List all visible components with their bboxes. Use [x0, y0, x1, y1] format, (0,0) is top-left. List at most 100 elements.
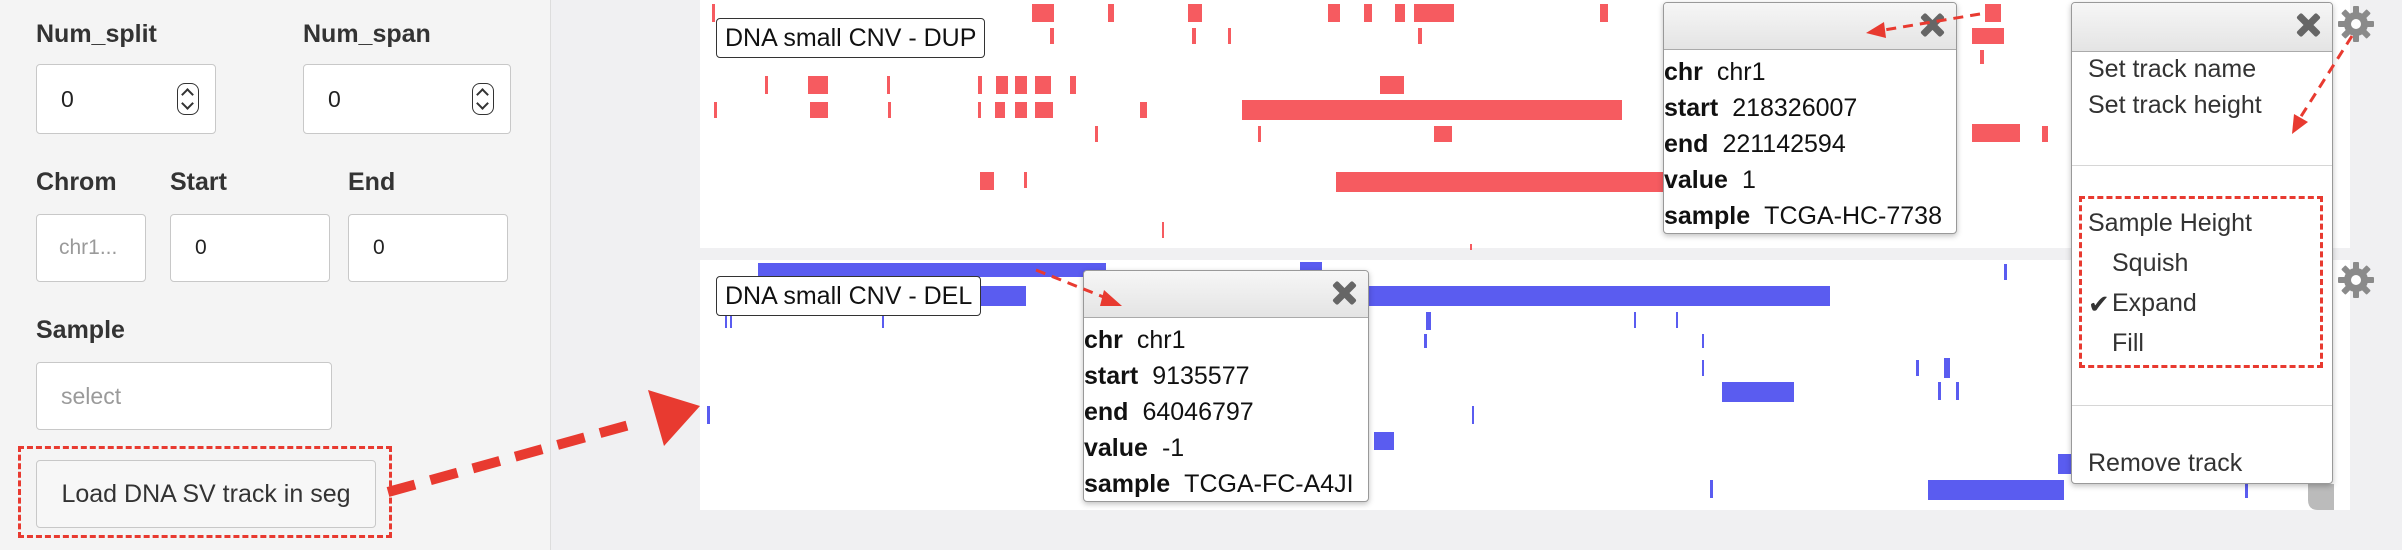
dup-segment [1050, 28, 1054, 44]
num-split-label: Num_split [36, 20, 157, 48]
popup-key: start [1084, 361, 1139, 390]
dup-segment [1015, 102, 1027, 118]
dup-segment [996, 76, 1008, 94]
sample-select[interactable]: select [36, 362, 332, 430]
popup-value: TCGA-HC-7738 [1764, 201, 1942, 230]
popup-key: value [1664, 165, 1728, 194]
popup-key: sample [1664, 201, 1751, 230]
close-icon[interactable] [2294, 11, 2322, 39]
close-icon[interactable] [1918, 11, 1946, 39]
popup-row-sample: sample TCGA-HC-7738 [1664, 198, 1956, 233]
spinner-arrows-icon[interactable] [472, 83, 494, 115]
popup-row-start: start 9135577 [1084, 358, 1368, 394]
menu-option-squish[interactable]: Squish [2112, 249, 2189, 277]
del-segment [1702, 360, 1704, 376]
del-segment [1938, 382, 1941, 400]
dup-segment [765, 76, 768, 94]
end-label: End [348, 168, 396, 196]
menu-header [2072, 3, 2332, 52]
menu-option-fill[interactable]: Fill [2112, 329, 2144, 357]
popup-value: chr1 [1716, 57, 1766, 86]
resize-handle[interactable] [2308, 484, 2334, 510]
popup-body: chr chr1 start 9135577 end 64046797 value -1… [1084, 318, 1368, 501]
del-segment [1944, 358, 1950, 378]
del-segment [758, 263, 1106, 277]
dup-segment [1470, 244, 1472, 250]
dup-segment [1108, 4, 1114, 22]
del-segment [1928, 480, 2064, 500]
popup-value: 221142594 [1722, 129, 1846, 158]
dup-segment [888, 102, 891, 118]
popup-key: sample [1084, 469, 1171, 498]
dup-segment [1070, 76, 1076, 94]
end-input[interactable]: 0 [348, 214, 508, 282]
track-label-dup: DNA small CNV - DUP [716, 18, 986, 58]
spinner-arrows-icon[interactable] [177, 83, 199, 115]
popup-value: 1 [1741, 165, 1756, 194]
dup-segment [1192, 28, 1196, 44]
popup-row-value: value 1 [1664, 162, 1956, 198]
dup-segment [1414, 4, 1454, 22]
popup-key: value [1084, 433, 1148, 462]
popup-value: chr1 [1136, 325, 1186, 354]
dup-segment [714, 102, 717, 118]
dup-segment [1015, 76, 1027, 94]
popup-key: end [1084, 397, 1129, 426]
del-segment [1424, 334, 1427, 348]
dup-segment [1972, 124, 2020, 142]
start-input[interactable]: 0 [170, 214, 330, 282]
num-split-value: 0 [61, 85, 74, 112]
start-label: Start [170, 168, 227, 196]
del-segment [1702, 334, 1704, 348]
load-dna-sv-track-button[interactable]: Load DNA SV track in seg [36, 460, 376, 528]
popup-header [1664, 3, 1956, 50]
dup-segment [980, 172, 994, 190]
popup-value: 64046797 [1142, 397, 1254, 426]
close-icon[interactable] [1330, 279, 1358, 307]
num-span-input[interactable]: 0 [303, 64, 511, 134]
popup-row-end: end 221142594 [1664, 126, 1956, 162]
dup-segment [1600, 4, 1608, 22]
gear-icon[interactable] [2336, 260, 2376, 300]
menu-set-track-height[interactable]: Set track height [2088, 91, 2262, 119]
menu-remove-track[interactable]: Remove track [2088, 449, 2243, 477]
dup-segment [1380, 76, 1404, 94]
popup-header [1084, 271, 1368, 318]
dup-segment [2042, 126, 2048, 142]
chrom-input[interactable]: chr1... [36, 214, 146, 282]
dup-segment [808, 76, 828, 94]
popup-row-chr: chr chr1 [1664, 54, 1956, 90]
dup-segment [1032, 4, 1054, 22]
track-separator [700, 248, 2350, 260]
del-segment [1634, 312, 1636, 328]
menu-sample-height-heading: Sample Height [2088, 209, 2252, 237]
del-segment [707, 406, 710, 424]
popup-row-chr: chr chr1 [1084, 322, 1368, 358]
del-segment [1374, 432, 1394, 450]
dup-segment [1972, 28, 2004, 44]
dup-segment [1434, 126, 1452, 142]
menu-option-expand[interactable]: Expand [2112, 289, 2197, 317]
popup-key: start [1664, 93, 1719, 122]
del-segment [1956, 382, 1959, 400]
chrom-label: Chrom [36, 168, 117, 196]
del-segment [1710, 480, 1713, 498]
feature-popup-del: chr chr1 start 9135577 end 64046797 value -1… [1083, 270, 1369, 502]
menu-set-track-name[interactable]: Set track name [2088, 55, 2257, 83]
del-segment [1360, 286, 1830, 306]
menu-divider [2072, 165, 2332, 166]
dup-segment [1418, 28, 1422, 44]
popup-row-value: value -1 [1084, 430, 1368, 466]
del-segment [1722, 382, 1794, 402]
dup-segment [1188, 4, 1202, 22]
dup-segment [1095, 126, 1098, 142]
annotation-highlight-sample-height [2079, 196, 2323, 368]
dup-segment [1364, 4, 1372, 22]
popup-key: end [1664, 129, 1709, 158]
popup-value: TCGA-FC-A4JI [1184, 469, 1354, 498]
dup-segment [1035, 102, 1053, 118]
gear-icon[interactable] [2336, 4, 2376, 44]
track-label-del: DNA small CNV - DEL [716, 276, 982, 316]
del-segment [725, 314, 727, 328]
num-split-input[interactable]: 0 [36, 64, 216, 134]
